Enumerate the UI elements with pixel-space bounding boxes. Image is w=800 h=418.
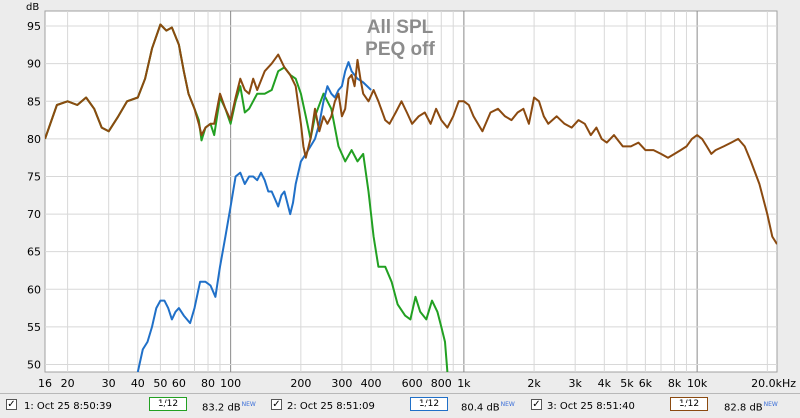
y-tick-label: 90 xyxy=(27,58,41,71)
chart-annotation-line: PEQ off xyxy=(365,39,435,60)
x-tick-label: 20.0kHz xyxy=(751,377,796,390)
x-tick-label: 200 xyxy=(290,377,311,390)
x-tick-label: 16 xyxy=(38,377,52,390)
x-tick-label: 8k xyxy=(668,377,682,390)
x-tick-label: 1k xyxy=(457,377,471,390)
series-line-2 xyxy=(136,61,372,372)
y-tick-label: 75 xyxy=(27,170,41,183)
series-line-3 xyxy=(45,23,777,245)
measurement-name: 2: Oct 25 8:51:09 xyxy=(287,401,375,412)
x-tick-label: 50 xyxy=(153,377,167,390)
y-tick-label: 50 xyxy=(27,358,41,371)
y-axis: 50 55 60 65 70 75 80 85 90 95 xyxy=(27,20,41,371)
y-tick-label: 85 xyxy=(27,95,41,108)
x-tick-label: 100 xyxy=(220,377,241,390)
x-tick-label: 5k xyxy=(620,377,634,390)
y-tick-label: 65 xyxy=(27,246,41,259)
x-axis: 16 20 30 40 50 60 80 100 200 300 400 600 800 1k 2k 3k 4k… xyxy=(38,377,796,390)
y-tick-label: 55 xyxy=(27,321,41,334)
checkbox-icon[interactable]: ✓ xyxy=(531,399,542,410)
x-tick-label: 60 xyxy=(172,377,186,390)
x-tick-label: 600 xyxy=(402,377,423,390)
measurement-spl: 83.2 dBNEW xyxy=(202,401,256,414)
x-tick-label: 3k xyxy=(568,377,582,390)
x-tick-label: 20 xyxy=(61,377,75,390)
curves xyxy=(45,23,777,372)
measurement-name: 1: Oct 25 8:50:39 xyxy=(24,401,112,412)
y-tick-label: 60 xyxy=(27,283,41,296)
measurement-spl: 82.8 dBNEW xyxy=(724,401,778,414)
x-tick-label: 4k xyxy=(598,377,612,390)
x-tick-label: 6k xyxy=(639,377,653,390)
smoothing-button[interactable]: 1/12 xyxy=(149,397,187,411)
smoothing-button[interactable]: 1/12 xyxy=(670,397,708,411)
measurement-name: 3: Oct 25 8:51:40 xyxy=(547,401,635,412)
grid xyxy=(45,11,777,372)
y-tick-label: 80 xyxy=(27,133,41,146)
x-tick-label: 2k xyxy=(527,377,541,390)
measurement-spl: 80.4 dBNEW xyxy=(461,401,515,414)
x-tick-label: 800 xyxy=(431,377,452,390)
x-tick-label: 300 xyxy=(331,377,352,390)
y-axis-unit-label: dB xyxy=(26,2,39,13)
y-tick-label: 70 xyxy=(27,208,41,221)
smoothing-button[interactable]: 1/12 xyxy=(410,397,448,411)
chart-annotation-line: All SPL xyxy=(367,17,434,38)
x-tick-label: 80 xyxy=(201,377,215,390)
checkbox-icon[interactable]: ✓ xyxy=(6,399,17,410)
x-tick-label: 40 xyxy=(131,377,145,390)
plot-area xyxy=(44,10,778,373)
x-tick-label: 10k xyxy=(687,377,708,390)
x-tick-label: 400 xyxy=(361,377,382,390)
x-tick-label: 30 xyxy=(102,377,116,390)
checkbox-icon[interactable]: ✓ xyxy=(271,399,282,410)
y-tick-label: 95 xyxy=(27,20,41,33)
measurement-legend: ✓ 1: Oct 25 8:50:39 1/12 83.2 dBNEW ✓ 2:… xyxy=(0,393,800,418)
